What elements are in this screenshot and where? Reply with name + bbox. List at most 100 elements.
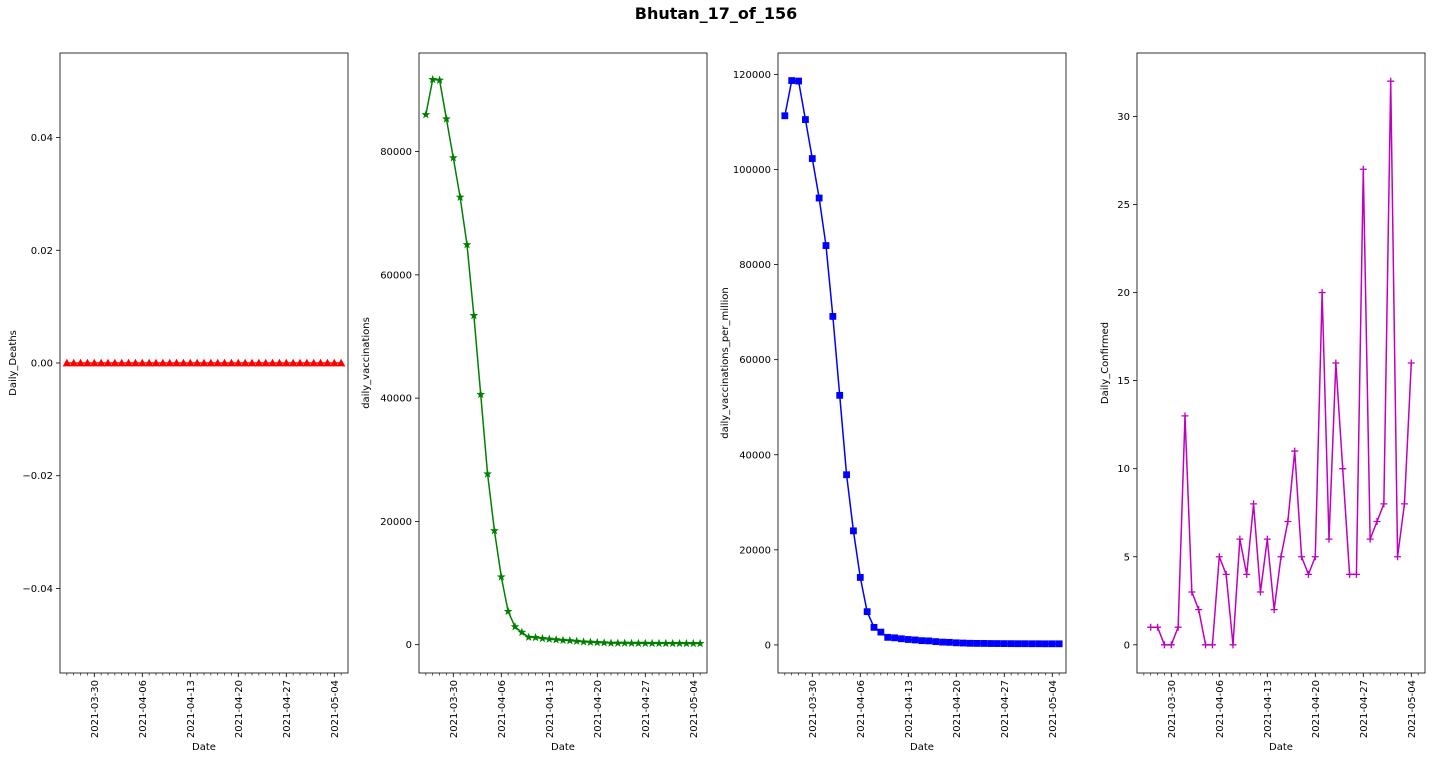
data-point	[144, 358, 154, 367]
data-point	[1195, 606, 1203, 614]
data-point	[1208, 641, 1216, 649]
data-point	[1236, 535, 1244, 543]
x-axis-label: Date	[551, 742, 575, 753]
data-point	[586, 637, 595, 646]
data-point	[1154, 623, 1162, 631]
data-point	[843, 471, 850, 479]
data-point	[647, 638, 657, 648]
data-point	[83, 358, 92, 367]
data-point	[836, 391, 844, 399]
y-tick-label: 0.04	[31, 133, 53, 144]
data-point	[483, 469, 492, 478]
data-point	[62, 358, 72, 367]
data-point	[1311, 553, 1319, 561]
data-point	[1352, 570, 1360, 578]
y-tick-label: 15	[1117, 376, 1130, 387]
data-point	[302, 358, 312, 367]
x-axis-label: Date	[1269, 742, 1293, 753]
data-point	[510, 622, 520, 631]
y-tick-label: 80000	[739, 260, 771, 271]
data-point	[288, 358, 298, 367]
x-axis-label: Date	[910, 742, 934, 753]
data-point	[1021, 640, 1029, 648]
data-point	[1055, 640, 1063, 648]
data-point	[110, 358, 120, 367]
data-point	[158, 358, 168, 367]
data-point	[627, 638, 636, 647]
data-point	[1407, 359, 1415, 367]
data-point	[172, 358, 181, 367]
x-tick-label: 2021-04-06	[138, 680, 149, 738]
x-tick-label: 2021-04-27	[641, 680, 652, 738]
data-point	[1304, 570, 1312, 578]
data-point	[1332, 359, 1340, 367]
x-axis-label: Date	[192, 742, 216, 753]
data-point	[1028, 640, 1036, 648]
data-point	[192, 358, 202, 367]
data-point	[323, 358, 332, 367]
y-axis-label: Daily_Deaths	[8, 330, 19, 396]
data-point	[517, 627, 527, 637]
data-point	[932, 638, 940, 646]
data-point	[815, 194, 823, 202]
data-point	[918, 637, 926, 645]
data-point	[891, 634, 898, 642]
data-point	[76, 358, 85, 367]
data-point	[503, 606, 513, 616]
data-point	[206, 358, 216, 367]
y-axis-label: daily_vaccinations	[361, 317, 372, 409]
data-point	[884, 633, 892, 641]
data-point	[69, 358, 78, 367]
x-tick-label: 2021-04-20	[234, 680, 245, 738]
x-tick-label: 2021-04-27	[1359, 680, 1370, 738]
y-tick-label: −0.04	[22, 584, 53, 595]
data-point	[795, 77, 802, 85]
data-point	[1270, 606, 1278, 614]
x-tick-label: 2021-03-30	[808, 680, 819, 738]
data-point	[421, 110, 431, 119]
x-tick-label: 2021-04-20	[593, 680, 604, 738]
data-point	[551, 635, 561, 644]
data-point	[1380, 500, 1388, 508]
data-point	[240, 358, 250, 367]
data-point	[316, 358, 325, 367]
data-point	[925, 637, 933, 645]
data-point	[1291, 447, 1299, 455]
data-point	[213, 358, 222, 367]
y-tick-label: 20000	[380, 517, 412, 528]
x-tick-label: 2021-05-04	[330, 680, 341, 738]
x-tick-label: 2021-04-13	[1263, 680, 1274, 738]
y-tick-label: 20	[1117, 288, 1130, 299]
figure-title: Bhutan_17_of_156	[634, 4, 798, 23]
data-point	[165, 358, 174, 367]
data-point	[870, 623, 878, 631]
data-point	[856, 574, 864, 581]
data-point	[572, 636, 582, 645]
data-point	[1007, 640, 1015, 648]
data-point	[959, 639, 967, 647]
data-point	[661, 638, 671, 648]
data-point	[911, 636, 919, 644]
data-point	[1394, 553, 1402, 561]
data-point	[1014, 640, 1022, 648]
data-point	[808, 155, 816, 162]
data-point	[199, 358, 209, 367]
data-point	[579, 637, 588, 646]
data-point	[448, 153, 458, 162]
data-point	[1346, 570, 1354, 578]
data-point	[781, 112, 789, 120]
x-tick-label: 2021-04-27	[282, 680, 293, 738]
data-point	[117, 358, 126, 367]
data-point	[1042, 640, 1049, 648]
data-point	[90, 358, 99, 367]
data-point	[261, 358, 270, 367]
x-tick-label: 2021-03-30	[449, 680, 460, 738]
data-point	[227, 358, 236, 367]
data-point	[682, 638, 691, 648]
series-line	[425, 78, 701, 645]
x-tick-label: 2021-03-30	[90, 680, 101, 738]
data-point	[654, 638, 664, 648]
data-point	[939, 638, 946, 646]
data-point	[1284, 518, 1292, 526]
x-tick-label: 2021-04-27	[1000, 680, 1011, 738]
